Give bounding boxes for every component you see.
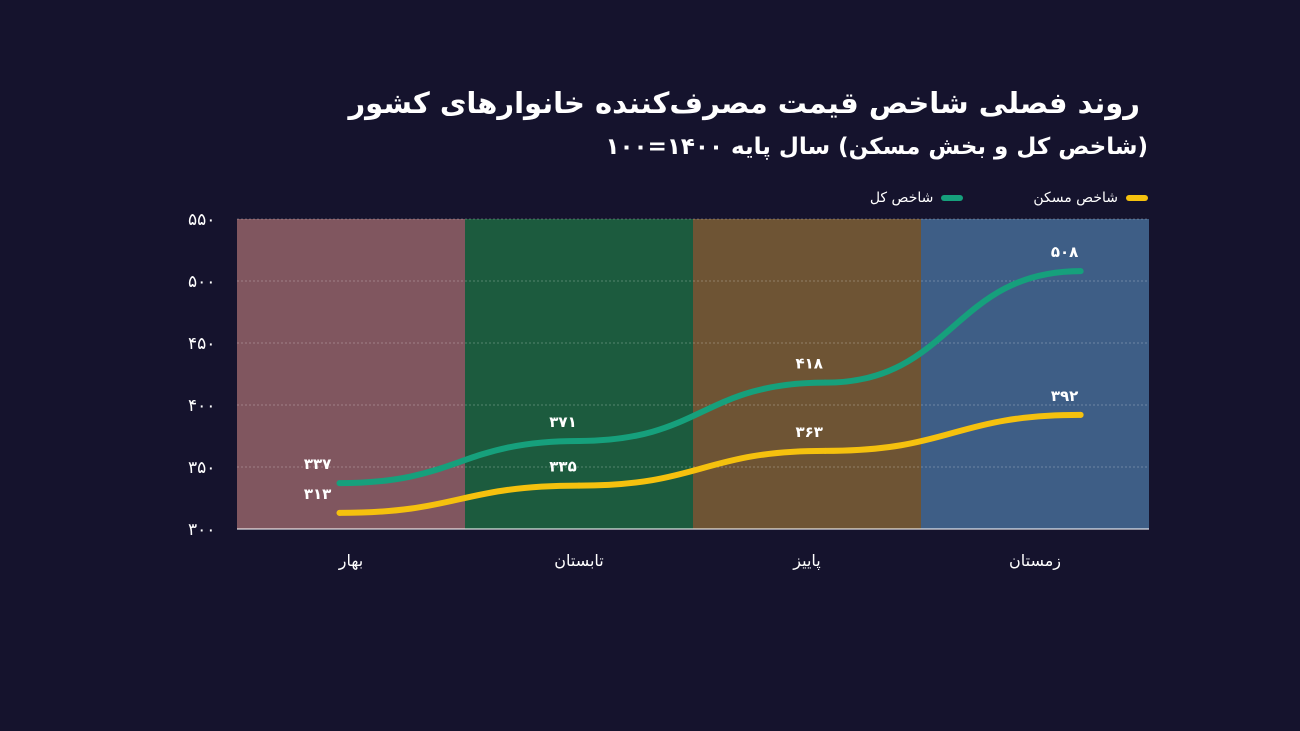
legend: شاخص مسکن شاخص کل [870,190,1148,206]
legend-swatch-general [941,195,964,201]
general-index-point-spring [336,480,343,487]
general-index-data-label-spring: ۳۳۷ [304,455,331,473]
season-band-winter [921,219,1149,529]
general-index-point-summer [576,437,582,444]
housing-index-data-label-autumn: ۳۶۳ [796,423,823,441]
season-band-summer [465,219,693,529]
general-index-data-label-summer: ۳۷۱ [549,413,576,431]
legend-item-general: شاخص کل [870,190,964,206]
housing-index-point-autumn [822,447,829,454]
chart-title: روند فصلی شاخص قیمت مصرف‌کننده خانوارهای… [348,86,1140,120]
housing-index-line [336,411,1084,516]
housing-index-point-spring [336,509,343,516]
y-tick-label-500: ۵۰۰ [188,272,215,292]
x-category-label-spring: بهار [338,551,363,571]
season-band-spring [237,219,465,529]
x-category-label-autumn: پاییز [792,551,820,571]
y-tick-label-400: ۴۰۰ [188,396,215,416]
housing-index-point-winter [1077,411,1084,418]
housing-index-point-summer [576,482,582,489]
y-tick-label-450: ۴۵۰ [188,334,215,354]
legend-label-housing: شاخص مسکن [1033,190,1118,206]
y-tick-label-550: ۵۵۰ [188,210,215,230]
legend-label-general: شاخص کل [869,190,934,206]
general-index-point-autumn [822,379,829,386]
legend-swatch-housing [1126,195,1148,201]
legend-item-housing: شاخص مسکن [1033,190,1148,206]
general-index-data-label-autumn: ۴۱۸ [796,355,823,373]
general-index-line [336,268,1084,487]
y-tick-label-300: ۳۰۰ [188,520,215,540]
x-category-label-summer: تابستان [554,551,604,570]
y-tick-label-350: ۳۵۰ [188,458,215,478]
housing-index-data-label-winter: ۳۹۲ [1051,387,1078,405]
x-category-label-winter: زمستان [1009,551,1061,571]
general-index-point-winter [1077,268,1084,275]
housing-index-data-label-summer: ۳۳۵ [549,458,576,476]
general-index-data-label-winter: ۵۰۸ [1051,243,1078,261]
housing-index-data-label-spring: ۳۱۳ [304,485,331,503]
chart-subtitle: (شاخص کل و بخش مسکن) سال پایه ۱۴۰۰=۱۰۰ [605,134,1148,160]
